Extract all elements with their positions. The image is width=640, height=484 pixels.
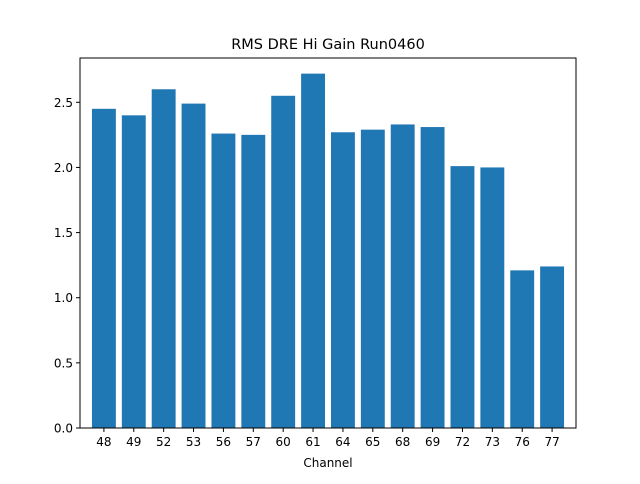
y-tick-label: 2.5 [54,96,73,110]
bar-channel-76 [510,270,535,428]
x-tick-label: 69 [425,435,440,449]
x-tick-label: 64 [335,435,350,449]
x-tick-label: 65 [365,435,380,449]
bars-group [91,73,565,429]
x-tick-label: 56 [216,435,231,449]
bar-channel-52 [151,89,176,428]
x-tick-label: 76 [515,435,530,449]
bar-channel-69 [420,127,445,429]
bar-channel-56 [211,133,236,428]
y-tick-label: 0.0 [54,422,73,436]
x-tick-label: 72 [455,435,470,449]
bar-channel-49 [121,115,146,428]
x-tick-label: 48 [96,435,111,449]
y-tick-label: 0.5 [54,356,73,370]
x-tick-label: 53 [186,435,201,449]
y-tick-label: 2.0 [54,161,73,175]
bar-channel-48 [91,108,116,428]
y-tick-label: 1.5 [54,226,73,240]
y-axis: 0.0 0.5 1.0 1.5 2.0 2.5 [54,96,80,436]
bar-channel-60 [271,95,296,429]
x-tick-label: 49 [126,435,141,449]
y-tick-label: 1.0 [54,291,73,305]
bar-channel-65 [360,129,385,429]
x-tick-label: 57 [246,435,261,449]
x-tick-label: 52 [156,435,171,449]
chart-title: RMS DRE Hi Gain Run0460 [231,37,425,53]
bar-channel-57 [241,134,266,428]
bar-channel-64 [330,132,355,428]
x-tick-label: 61 [305,435,320,449]
bar-channel-72 [450,166,475,429]
x-axis-label: Channel [303,456,352,470]
x-tick-label: 73 [485,435,500,449]
x-tick-label: 60 [276,435,291,449]
bar-channel-61 [301,73,326,429]
x-tick-label: 68 [395,435,410,449]
plot-frame [79,57,577,429]
bar-channel-77 [540,266,565,428]
bar-channel-68 [390,124,415,428]
bar-channel-73 [480,167,505,428]
bar-channel-53 [181,103,206,428]
x-tick-label: 77 [544,435,559,449]
x-axis: 48 49 52 53 56 57 60 61 64 65 68 69 72 73 76 77 [96,428,560,449]
